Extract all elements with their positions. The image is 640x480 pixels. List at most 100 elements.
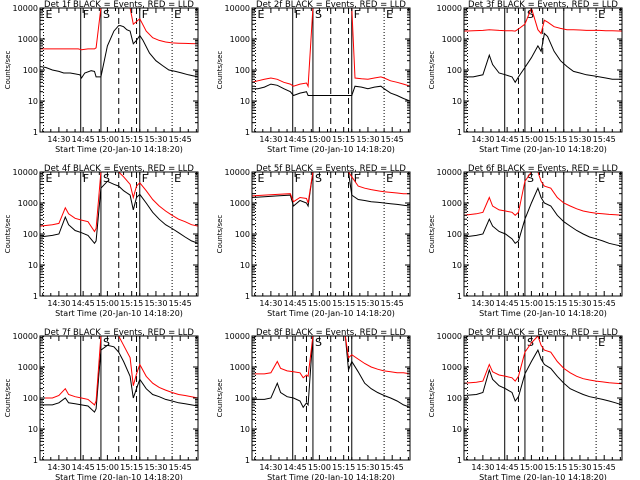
- x-tick-label: 15:30: [144, 299, 167, 308]
- panel-title: Det 9f BLACK = Events, RED = LLD: [468, 328, 618, 338]
- events-series-line: [464, 348, 622, 406]
- x-tick-label: 15:45: [381, 299, 404, 308]
- panel-title: Det 5f BLACK = Events, RED = LLD: [256, 164, 406, 174]
- lld-series-line: [40, 8, 198, 51]
- x-tick-label: 15:00: [308, 463, 331, 472]
- marker-label: S: [103, 336, 110, 349]
- y-tick-label: 10000: [13, 4, 38, 13]
- x-tick-label: 15:15: [544, 135, 567, 144]
- y-tick-label: 1: [245, 128, 250, 137]
- lld-series-line: [464, 172, 622, 216]
- events-series-line: [464, 186, 622, 247]
- events-series-line: [464, 32, 622, 84]
- x-tick-label: 14:45: [496, 135, 519, 144]
- y-tick-label: 100: [447, 66, 462, 75]
- y-tick-label: 100: [235, 394, 250, 403]
- x-tick-label: 14:30: [471, 135, 494, 144]
- x-tick-label: 15:30: [144, 135, 167, 144]
- marker-label: E: [386, 172, 393, 185]
- panel-title: Det 8f BLACK = Events, RED = LLD: [256, 328, 406, 338]
- x-tick-label: 15:45: [593, 299, 616, 308]
- y-tick-label: 1: [33, 128, 38, 137]
- y-tick-label: 100: [23, 394, 38, 403]
- y-tick-label: 1: [245, 456, 250, 465]
- detector-panel: E F S F E 1 10 100 1000 10000 14:30 14:45 15:00 15:15…: [216, 168, 411, 318]
- y-tick-label: 10: [240, 425, 250, 434]
- y-tick-label: 10: [240, 261, 250, 270]
- panel-title: Det 2f BLACK = Events, RED = LLD: [256, 0, 406, 10]
- y-tick-label: 1000: [230, 363, 250, 372]
- marker-label: F: [295, 8, 301, 21]
- y-tick-label: 10000: [225, 168, 250, 177]
- lld-series-line: [252, 8, 410, 89]
- x-tick-label: 15:45: [593, 463, 616, 472]
- x-tick-label: 15:15: [120, 299, 143, 308]
- x-tick-label: 14:45: [496, 463, 519, 472]
- x-tick-label: 15:30: [356, 299, 379, 308]
- marker-label: S: [315, 8, 322, 21]
- y-tick-label: 10000: [225, 332, 250, 341]
- y-axis-label: Counts/sec: [216, 379, 224, 418]
- y-tick-label: 10: [28, 425, 38, 434]
- lld-series-line: [40, 336, 198, 406]
- x-tick-label: 15:45: [169, 135, 192, 144]
- y-tick-label: 10000: [13, 168, 38, 177]
- detector-panel: E F S F E 1 10 100 1000 10000 14:30 14:45 15:00 15:15…: [216, 4, 411, 154]
- x-tick-label: 15:45: [593, 135, 616, 144]
- y-tick-label: 10: [28, 261, 38, 270]
- marker-label: E: [386, 8, 393, 21]
- y-tick-label: 1000: [230, 35, 250, 44]
- x-tick-label: 14:45: [496, 299, 519, 308]
- marker-label: E: [598, 8, 605, 21]
- x-tick-label: 14:45: [72, 135, 95, 144]
- x-axis-label: Start Time (20-Jan-10 14:18:20): [479, 309, 607, 318]
- x-axis-label: Start Time (20-Jan-10 14:18:20): [479, 473, 607, 480]
- x-tick-label: 15:45: [381, 135, 404, 144]
- x-tick-label: 14:30: [471, 299, 494, 308]
- y-tick-label: 1000: [18, 35, 38, 44]
- panel-title: Det 1f BLACK = Events, RED = LLD: [44, 0, 194, 10]
- x-tick-label: 15:45: [169, 299, 192, 308]
- lld-series-line: [252, 336, 410, 379]
- y-tick-label: 10: [452, 261, 462, 270]
- marker-label: S: [315, 172, 322, 185]
- detector-panel: E F S F E 1 10 100 1000 10000 14:30 14:45 15:00 15:15…: [4, 168, 199, 318]
- marker-label: F: [354, 8, 360, 21]
- y-tick-label: 10: [452, 425, 462, 434]
- x-tick-label: 14:30: [47, 299, 70, 308]
- marker-label: F: [83, 8, 89, 21]
- x-tick-label: 15:00: [96, 463, 119, 472]
- marker-label: E: [258, 8, 265, 21]
- x-tick-label: 15:30: [144, 463, 167, 472]
- marker-label: F: [142, 172, 148, 185]
- x-tick-label: 15:15: [544, 299, 567, 308]
- panel-title: Det 3f BLACK = Events, RED = LLD: [468, 0, 618, 10]
- y-axis-label: Counts/sec: [216, 215, 224, 254]
- marker-label: E: [174, 172, 181, 185]
- marker-label: E: [46, 8, 53, 21]
- y-tick-label: 100: [235, 230, 250, 239]
- y-tick-label: 1000: [230, 199, 250, 208]
- y-tick-label: 1: [457, 456, 462, 465]
- marker-label: S: [527, 172, 534, 185]
- y-tick-label: 10000: [225, 4, 250, 13]
- y-axis-label: Counts/sec: [216, 51, 224, 90]
- x-tick-label: 15:30: [356, 463, 379, 472]
- y-tick-label: 1: [245, 292, 250, 301]
- y-tick-label: 10000: [437, 332, 462, 341]
- x-tick-label: 15:00: [308, 299, 331, 308]
- marker-label: F: [83, 172, 89, 185]
- y-tick-label: 10: [452, 97, 462, 106]
- x-tick-label: 15:00: [520, 299, 543, 308]
- x-axis-label: Start Time (20-Jan-10 14:18:20): [55, 145, 183, 154]
- y-tick-label: 1000: [442, 199, 462, 208]
- y-axis-label: Counts/sec: [4, 379, 12, 418]
- marker-label: S: [315, 336, 322, 349]
- marker-label: E: [174, 8, 181, 21]
- y-axis-label: Counts/sec: [4, 215, 12, 254]
- x-axis-label: Start Time (20-Jan-10 14:18:20): [55, 473, 183, 480]
- x-tick-label: 15:15: [332, 299, 355, 308]
